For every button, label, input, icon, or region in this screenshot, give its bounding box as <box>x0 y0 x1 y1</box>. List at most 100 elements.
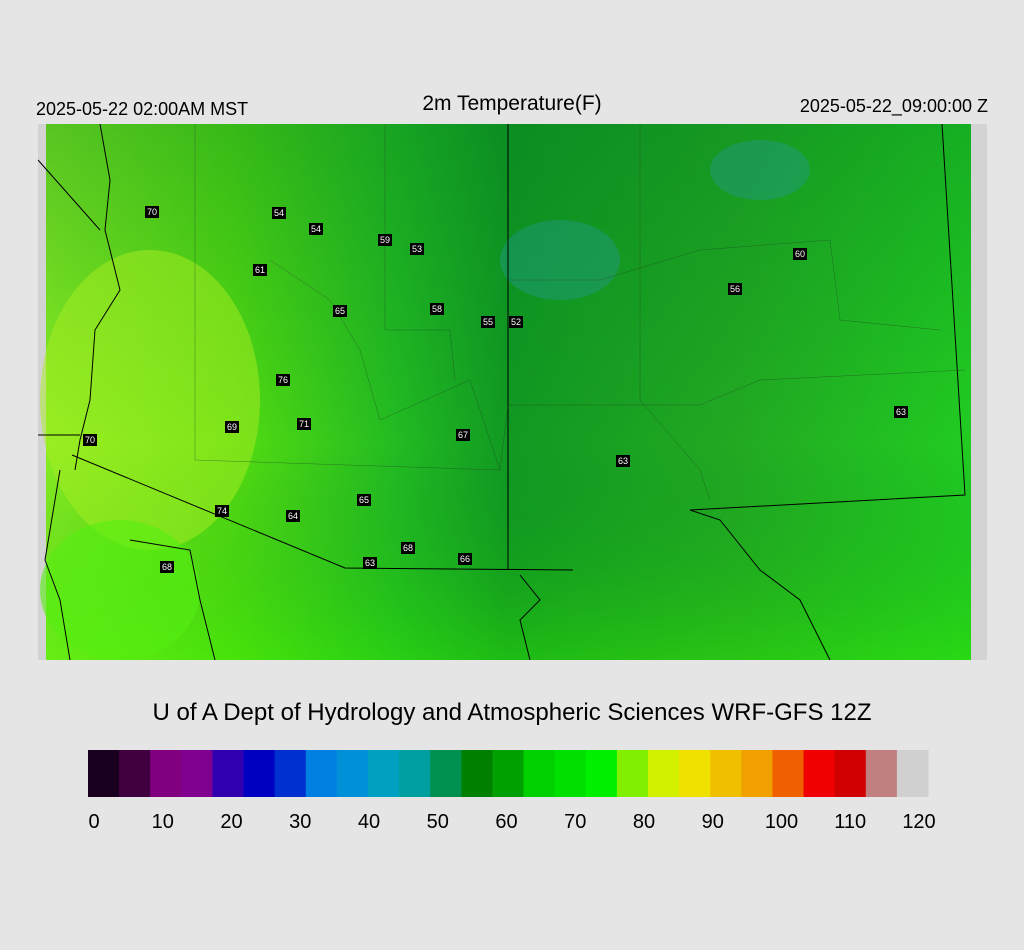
station-box <box>225 421 239 433</box>
colorbar-tick-label: 0 <box>88 811 99 833</box>
station-value: 52 <box>511 317 521 327</box>
state-border <box>689 509 831 661</box>
station-box <box>378 234 392 246</box>
station-value: 66 <box>460 554 470 564</box>
county-line <box>639 124 711 501</box>
colorbar-segment <box>212 750 245 797</box>
station-value: 63 <box>896 407 906 417</box>
station-box <box>357 494 371 506</box>
station-box <box>363 557 377 569</box>
coastline <box>44 469 71 661</box>
colorbar-tick-label: 80 <box>633 811 655 833</box>
station-box <box>297 418 311 430</box>
station-value: 54 <box>311 224 321 234</box>
map: 70 54 54 59 53 61 65 58 55 52 60 56 76 69 71 67 70 63 63 65… <box>37 123 987 661</box>
colorbar-segment <box>492 750 525 797</box>
coastline <box>129 539 216 661</box>
station-value: 58 <box>432 304 442 314</box>
colorbar-segment <box>150 750 182 797</box>
station-value: 63 <box>618 456 628 466</box>
footer-credit: U of A Dept of Hydrology and Atmospheric… <box>153 699 872 726</box>
colorbar-segment <box>305 750 338 797</box>
colorbar-segment <box>336 750 369 797</box>
colorbar-segment <box>616 750 649 797</box>
colorbar-segment <box>430 750 462 797</box>
station-labels: 70 54 54 59 53 61 65 58 55 52 60 56 76 69 71 67 70 63 63 65… <box>83 206 908 573</box>
colorbar: 0 10 20 30 40 50 60 70 80 90 100 110 120 <box>88 750 936 833</box>
header-right: 2025-05-22_09:00:00 Z <box>800 96 988 117</box>
station-box <box>481 316 495 328</box>
county-line <box>269 259 501 471</box>
colorbar-tick-label: 40 <box>358 811 380 833</box>
map-title: 2m Temperature(F) <box>422 92 601 115</box>
station-box <box>83 434 97 446</box>
station-value: 61 <box>255 265 265 275</box>
state-border <box>71 454 574 571</box>
station-box <box>410 243 424 255</box>
station-value: 70 <box>147 207 157 217</box>
colorbar-segment <box>523 750 556 797</box>
colorbar-segment <box>399 750 431 797</box>
station-value: 76 <box>278 375 288 385</box>
station-box <box>430 303 444 315</box>
station-box <box>333 305 347 317</box>
state-border <box>519 574 541 661</box>
colorbar-segment <box>368 750 400 797</box>
county-line <box>508 239 941 331</box>
station-box <box>458 553 472 565</box>
station-box <box>253 264 267 276</box>
station-value: 70 <box>85 435 95 445</box>
colorbar-tick-label: 70 <box>564 811 586 833</box>
county-line <box>194 124 966 471</box>
station-box <box>728 283 742 295</box>
station-box <box>309 223 323 235</box>
colorbar-segment <box>803 750 836 797</box>
station-value: 63 <box>365 558 375 568</box>
station-box <box>509 316 523 328</box>
station-box <box>286 510 300 522</box>
station-value: 56 <box>730 284 740 294</box>
state-border <box>74 123 121 471</box>
station-box <box>160 561 174 573</box>
station-box <box>894 406 908 418</box>
station-value: 65 <box>335 306 345 316</box>
colorbar-segment <box>865 750 898 797</box>
colorbar-segment <box>772 750 805 797</box>
station-value: 71 <box>299 419 309 429</box>
colorbar-segment <box>679 750 711 797</box>
station-value: 74 <box>217 506 227 516</box>
colorbar-segment <box>274 750 307 797</box>
station-value: 59 <box>380 235 390 245</box>
warm-area <box>40 250 260 550</box>
colorbar-segment <box>834 750 867 797</box>
colorbar-segment <box>554 750 587 797</box>
station-box <box>272 207 286 219</box>
county-line <box>384 124 456 381</box>
station-value: 64 <box>288 511 298 521</box>
station-value: 68 <box>403 543 413 553</box>
colorbar-tick-label: 60 <box>495 811 517 833</box>
colorbar-segment <box>243 750 276 797</box>
station-box <box>215 505 229 517</box>
station-value: 54 <box>274 208 284 218</box>
colorbar-segment <box>896 750 929 797</box>
station-value: 69 <box>227 422 237 432</box>
colorbar-tick-label: 100 <box>765 811 798 833</box>
colorbar-tick-label: 110 <box>834 811 866 833</box>
colorbar-tick-label: 90 <box>702 811 724 833</box>
colorbar-tick-label: 20 <box>220 811 242 833</box>
station-value: 60 <box>795 249 805 259</box>
station-value: 53 <box>412 244 422 254</box>
station-box <box>793 248 807 260</box>
station-box <box>276 374 290 386</box>
cool-area <box>500 220 620 300</box>
colorbar-segment <box>648 750 680 797</box>
colorbar-segment <box>461 750 493 797</box>
colorbar-tick-label: 10 <box>152 811 174 833</box>
station-box <box>401 542 415 554</box>
cool-area <box>710 140 810 200</box>
colorbar-segment <box>585 750 618 797</box>
state-border <box>689 123 966 511</box>
colorbar-segment <box>710 750 742 797</box>
